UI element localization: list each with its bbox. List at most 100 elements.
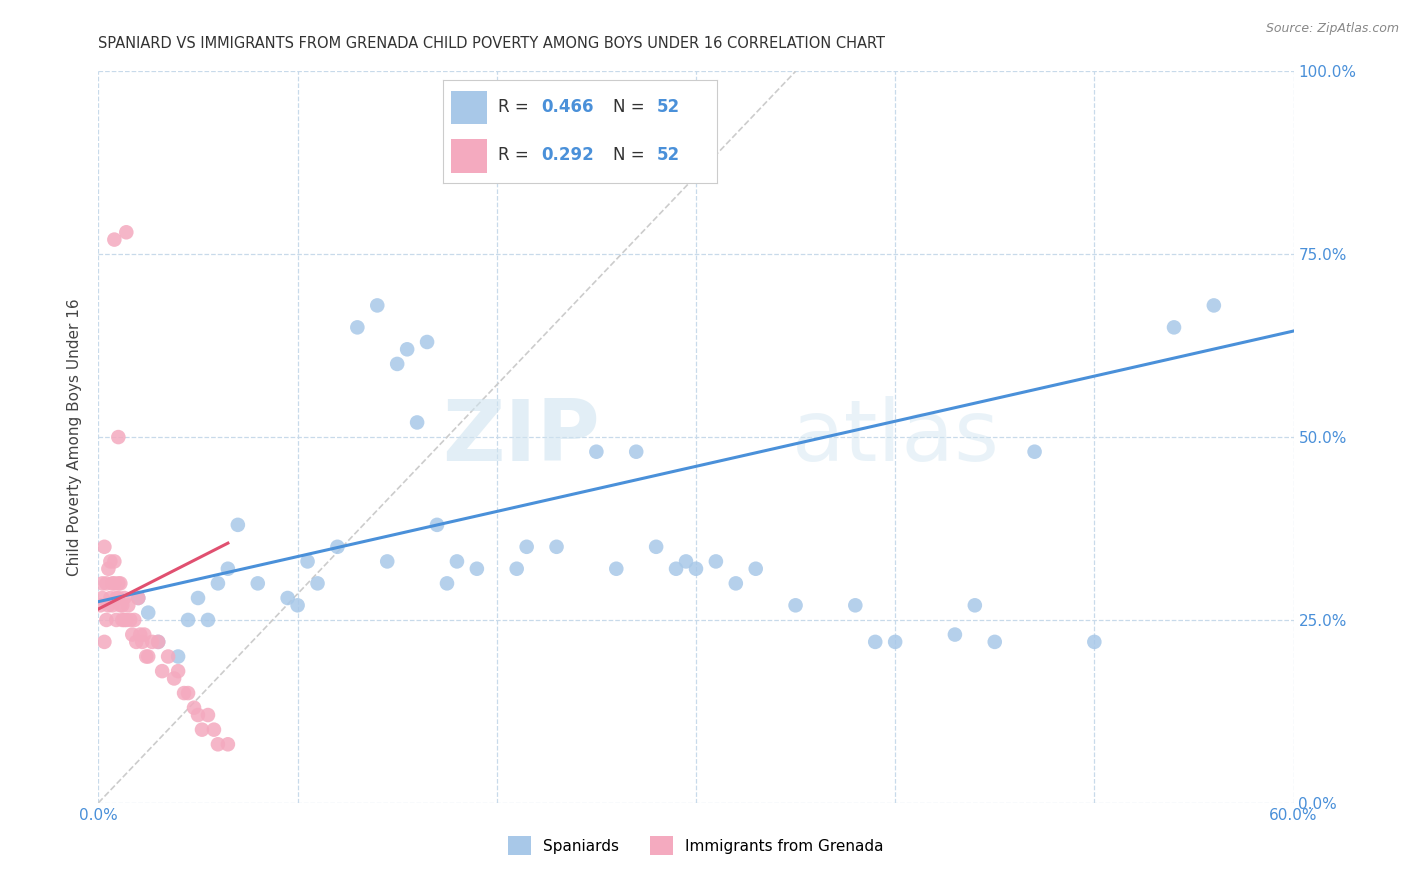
Point (287, 599, 309, 613)
Text: 0.292: 0.292 (541, 146, 595, 164)
Text: Source: ZipAtlas.com: Source: ZipAtlas.com (1265, 22, 1399, 36)
Point (89, 599, 111, 613)
Point (865, 635, 887, 649)
Point (97, 599, 120, 613)
Point (605, 562, 627, 576)
Point (506, 562, 529, 576)
Point (1083, 635, 1105, 649)
Point (426, 517, 449, 532)
Point (485, 152, 508, 166)
Point (177, 613, 200, 627)
Point (207, 737, 229, 751)
Point (127, 591, 149, 605)
Point (197, 708, 219, 723)
Point (724, 576, 747, 591)
Point (167, 649, 190, 664)
Point (785, 599, 807, 613)
Point (585, 444, 607, 458)
Point (187, 591, 209, 605)
Point (103, 233, 125, 247)
Text: R =: R = (498, 98, 534, 116)
Point (96, 613, 118, 627)
Point (745, 562, 768, 576)
Point (115, 225, 138, 239)
Point (297, 554, 319, 568)
Point (704, 554, 727, 568)
Point (115, 613, 138, 627)
Point (396, 343, 419, 357)
Point (217, 737, 239, 751)
Point (177, 686, 200, 700)
Point (125, 635, 148, 649)
Point (326, 540, 349, 554)
Point (124, 613, 146, 627)
Point (446, 554, 468, 568)
Point (107, 576, 129, 591)
Point (103, 576, 125, 591)
Point (111, 599, 134, 613)
Point (844, 599, 866, 613)
Point (96, 576, 118, 591)
Text: R =: R = (498, 146, 534, 164)
Point (1202, 298, 1225, 312)
Legend: Spaniards, Immigrants from Grenada: Spaniards, Immigrants from Grenada (502, 830, 890, 861)
Point (98, 554, 122, 568)
Point (226, 517, 249, 532)
Text: 52: 52 (657, 98, 681, 116)
Point (127, 591, 149, 605)
Point (93, 635, 115, 649)
Point (112, 613, 135, 627)
Point (121, 627, 143, 641)
Point (107, 430, 129, 444)
Point (111, 613, 134, 627)
Text: N =: N = (613, 146, 650, 164)
Point (117, 599, 139, 613)
Point (416, 334, 439, 349)
Point (207, 576, 229, 591)
Point (197, 613, 219, 627)
Point (101, 599, 124, 613)
Point (148, 635, 170, 649)
Point (134, 627, 156, 641)
Point (163, 672, 186, 686)
Text: 52: 52 (657, 146, 681, 164)
Point (131, 635, 153, 649)
Point (135, 649, 157, 664)
Point (141, 635, 163, 649)
Text: N =: N = (613, 98, 650, 116)
Text: 0.466: 0.466 (541, 98, 595, 116)
Point (307, 576, 329, 591)
FancyBboxPatch shape (451, 139, 486, 173)
Point (110, 576, 132, 591)
Point (91, 576, 114, 591)
Point (136, 606, 159, 620)
Point (665, 562, 688, 576)
Point (187, 708, 209, 723)
Text: ZIP: ZIP (443, 395, 600, 479)
Point (246, 576, 269, 591)
Point (277, 591, 299, 605)
Point (984, 635, 1007, 649)
Point (103, 554, 125, 568)
Point (516, 540, 538, 554)
Point (191, 723, 214, 737)
Point (173, 686, 195, 700)
Point (1163, 320, 1185, 334)
Point (546, 540, 568, 554)
Point (105, 591, 128, 605)
Point (148, 635, 170, 649)
Point (167, 664, 190, 678)
Point (217, 562, 239, 576)
Point (202, 723, 225, 737)
Point (626, 444, 648, 458)
Point (366, 298, 388, 312)
Point (685, 562, 707, 576)
Point (183, 700, 205, 714)
Y-axis label: Child Poverty Among Boys Under 16: Child Poverty Among Boys Under 16 (67, 298, 83, 576)
Point (645, 540, 668, 554)
Point (375, 554, 398, 568)
Point (112, 591, 135, 605)
Point (110, 599, 132, 613)
Point (91, 591, 114, 605)
Point (120, 613, 142, 627)
